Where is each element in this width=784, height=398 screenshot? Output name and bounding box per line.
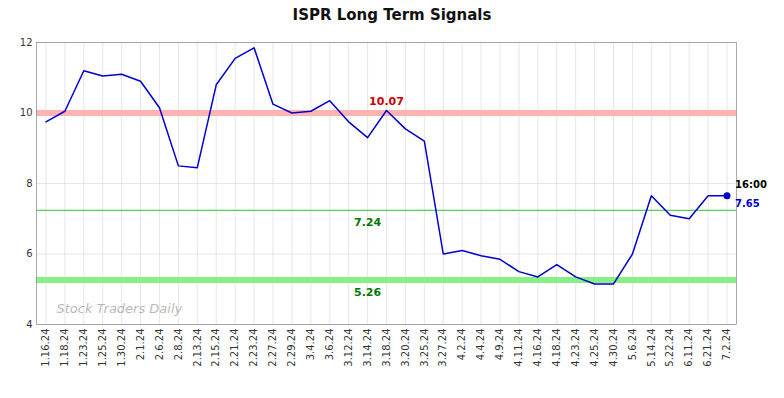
svg-text:2.21.24: 2.21.24 (229, 329, 240, 367)
svg-text:5.22.24: 5.22.24 (664, 329, 675, 367)
svg-text:4: 4 (26, 319, 32, 330)
svg-text:10.07: 10.07 (369, 95, 404, 108)
svg-text:3.4.24: 3.4.24 (305, 329, 316, 361)
svg-text:12: 12 (20, 37, 33, 48)
svg-text:4.4.24: 4.4.24 (475, 329, 486, 361)
svg-text:7.65: 7.65 (735, 198, 760, 209)
svg-text:2.27.24: 2.27.24 (267, 329, 278, 367)
svg-text:2.6.24: 2.6.24 (154, 329, 165, 361)
svg-text:6.21.24: 6.21.24 (702, 329, 713, 367)
svg-text:5.6.24: 5.6.24 (627, 329, 638, 361)
svg-text:5.26: 5.26 (354, 286, 381, 299)
svg-text:1.25.24: 1.25.24 (97, 329, 108, 367)
svg-text:3.14.24: 3.14.24 (362, 329, 373, 367)
svg-text:2.23.24: 2.23.24 (248, 329, 259, 367)
svg-text:2.1.24: 2.1.24 (135, 329, 146, 361)
svg-text:2.8.24: 2.8.24 (173, 329, 184, 361)
svg-text:7.24: 7.24 (354, 216, 381, 229)
svg-text:4.9.24: 4.9.24 (494, 329, 505, 361)
html-text:ISPR Long Term Signals: ISPR Long Term Signals (292, 6, 492, 24)
svg-text:4.11.24: 4.11.24 (513, 329, 524, 367)
svg-text:4.23.24: 4.23.24 (570, 329, 581, 367)
svg-text:1.18.24: 1.18.24 (59, 329, 70, 367)
svg-text:4.18.24: 4.18.24 (551, 329, 562, 367)
svg-text:3.20.24: 3.20.24 (400, 329, 411, 367)
svg-text:2.29.24: 2.29.24 (286, 329, 297, 367)
svg-text:2.13.24: 2.13.24 (192, 329, 203, 367)
svg-text:8: 8 (26, 178, 32, 189)
svg-text:6.11.24: 6.11.24 (683, 329, 694, 367)
svg-text:16:00: 16:00 (735, 179, 767, 190)
svg-text:1.30.24: 1.30.24 (116, 329, 127, 367)
svg-text:3.27.24: 3.27.24 (437, 329, 448, 367)
svg-text:7.2.24: 7.2.24 (721, 329, 732, 361)
svg-text:4.2.24: 4.2.24 (456, 329, 467, 361)
svg-text:1.23.24: 1.23.24 (78, 329, 89, 367)
svg-text:Stock Traders Daily: Stock Traders Daily (57, 301, 183, 316)
svg-text:4.30.24: 4.30.24 (608, 329, 619, 367)
svg-text:4.25.24: 4.25.24 (589, 329, 600, 367)
svg-text:6: 6 (26, 248, 32, 259)
svg-text:3.18.24: 3.18.24 (381, 329, 392, 367)
svg-text:5.14.24: 5.14.24 (646, 329, 657, 367)
svg-text:2.15.24: 2.15.24 (210, 329, 221, 367)
svg-text:1.16.24: 1.16.24 (40, 329, 51, 367)
svg-text:3.25.24: 3.25.24 (419, 329, 430, 367)
svg-text:3.6.24: 3.6.24 (324, 329, 335, 361)
svg-text:10: 10 (20, 107, 33, 118)
svg-text:3.12.24: 3.12.24 (343, 329, 354, 367)
svg-text:4.16.24: 4.16.24 (532, 329, 543, 367)
